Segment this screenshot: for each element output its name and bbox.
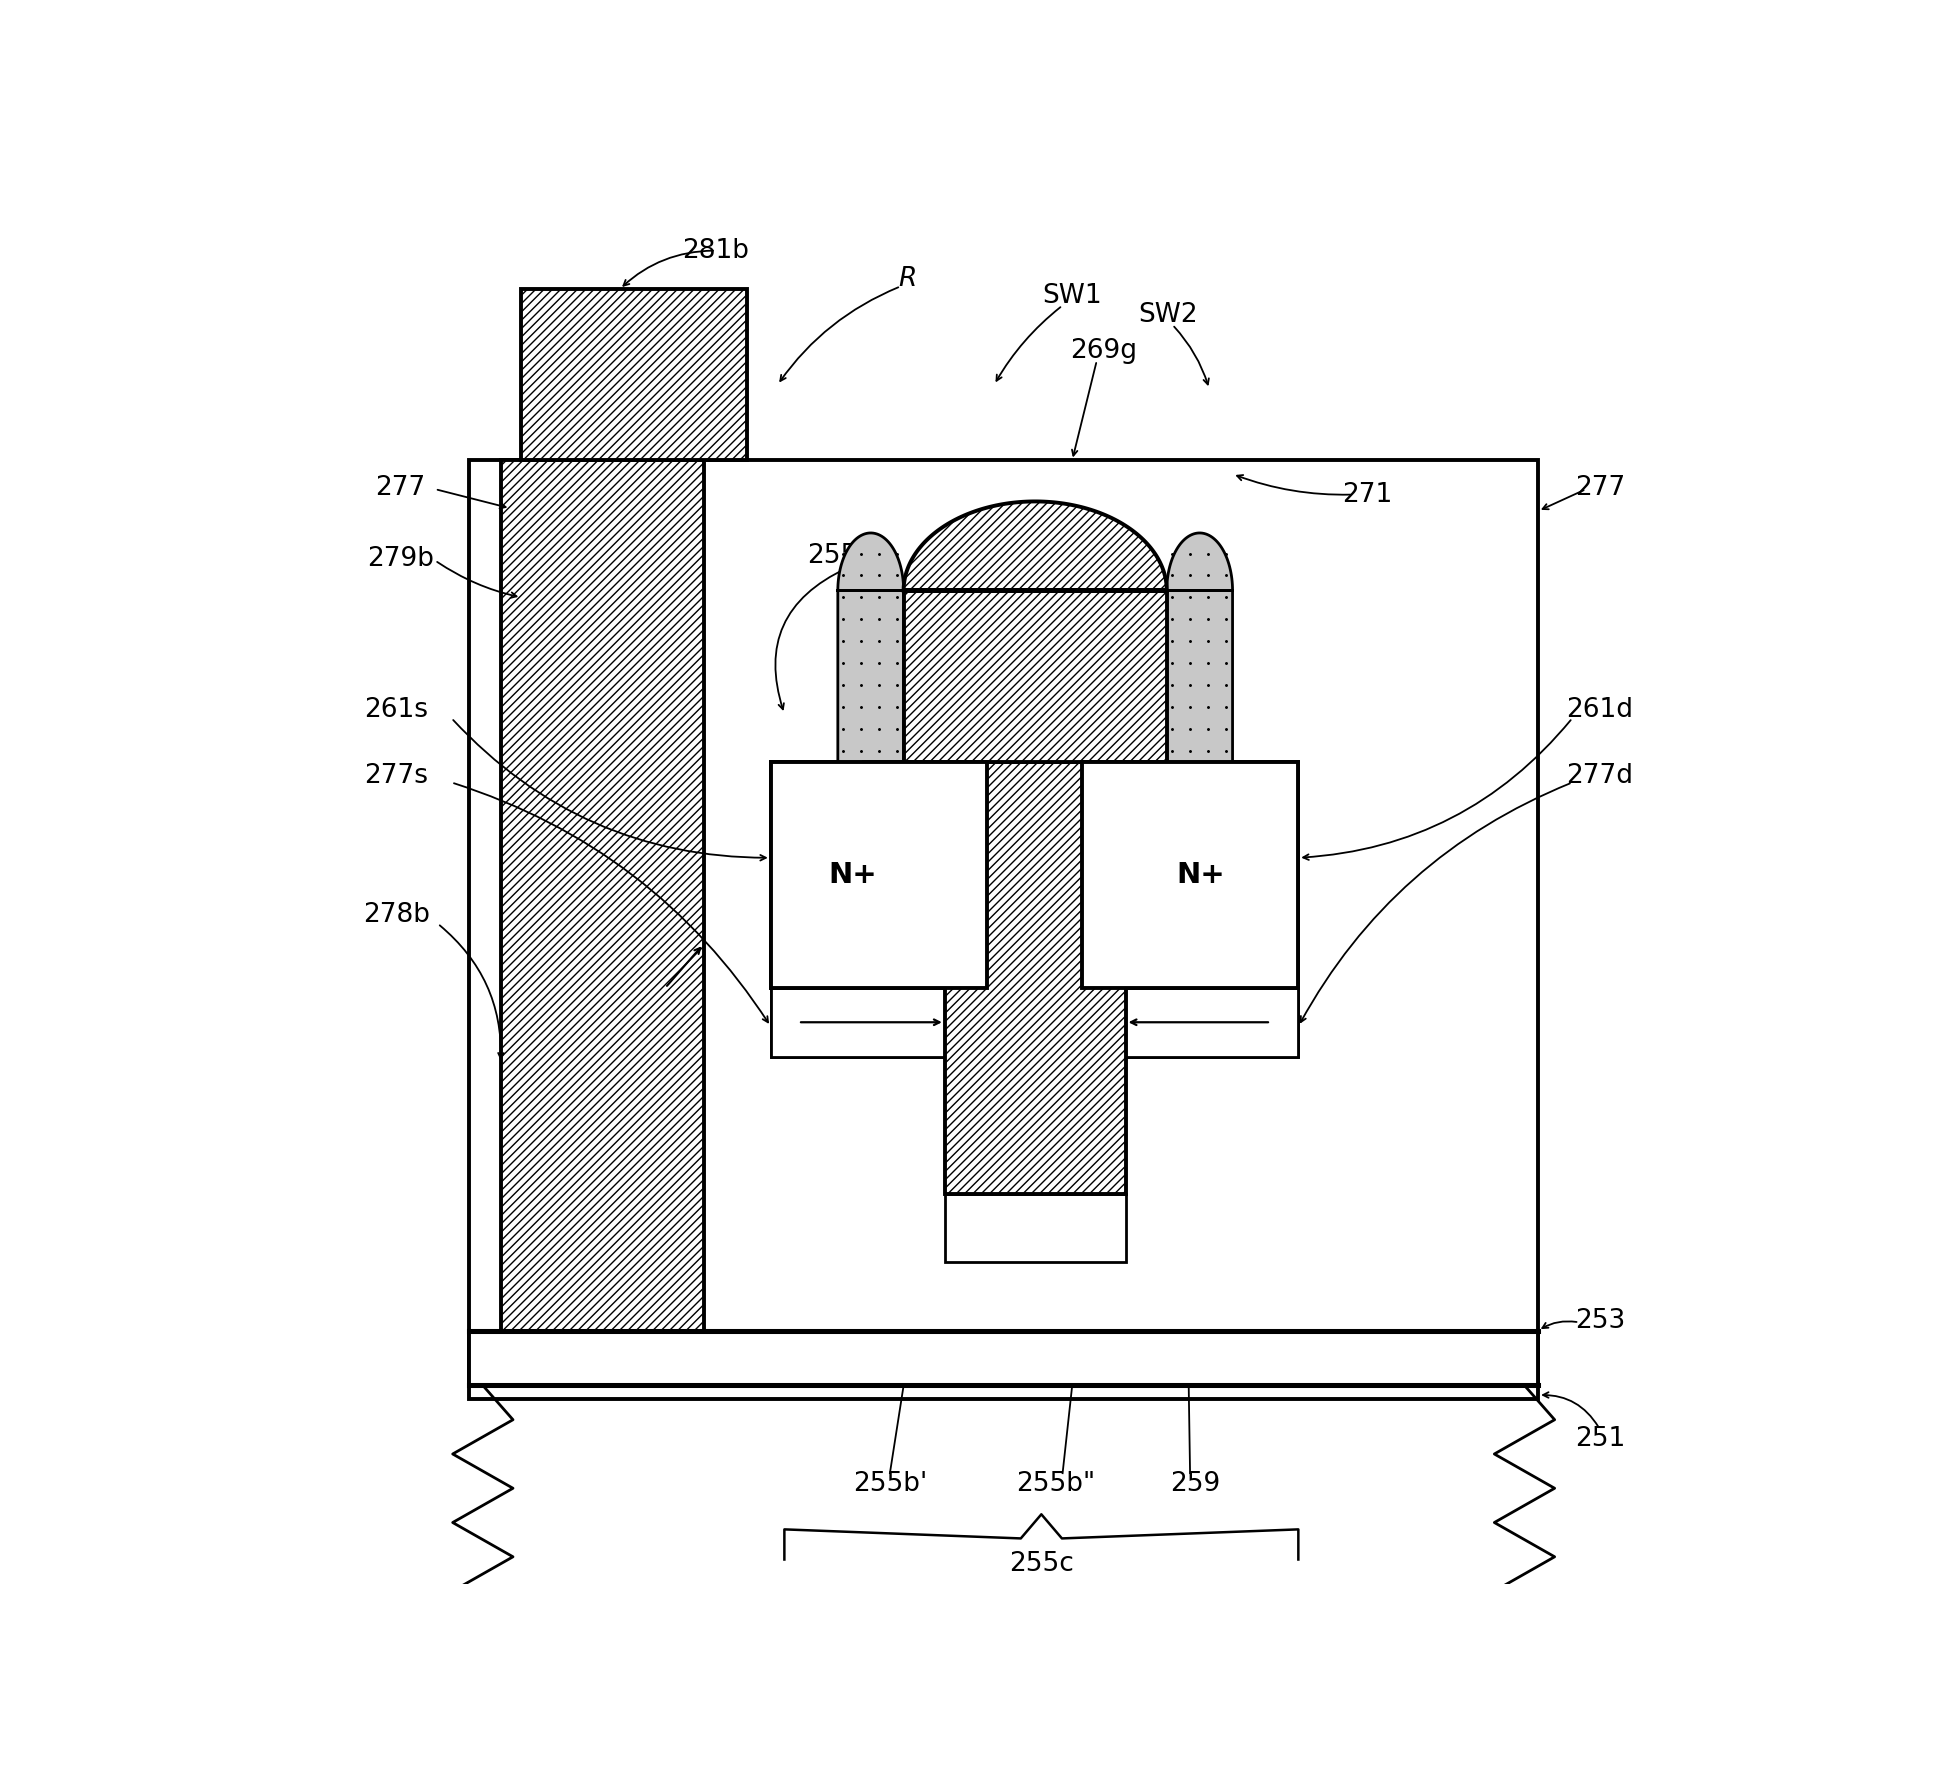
Bar [770,762,988,988]
Text: 277: 277 [375,475,426,500]
Bar [521,288,747,461]
Bar [770,762,988,988]
Bar [904,591,1167,762]
Text: 251: 251 [1575,1426,1624,1452]
Text: 261s: 261s [364,696,428,723]
Text: SW2: SW2 [1138,303,1198,328]
Bar [770,988,988,1057]
Text: SW1: SW1 [1043,283,1103,310]
Text: 267: 267 [1009,1346,1058,1371]
Bar [1081,762,1299,988]
Text: BOX: BOX [1360,1346,1410,1371]
Text: 281b: 281b [683,237,749,263]
Text: 269g: 269g [1070,338,1138,363]
Polygon shape [838,532,904,762]
Bar [945,762,1126,1194]
Text: N+: N+ [829,862,877,888]
Bar [469,461,1538,1399]
Text: 255b': 255b' [852,1470,928,1497]
Bar [1081,988,1299,1057]
Text: D: D [1227,1346,1247,1371]
Text: R: R [899,267,916,292]
Bar [500,461,704,1331]
Bar [469,1331,1538,1385]
Text: 255a: 255a [807,543,873,570]
Text: 255c: 255c [1009,1550,1074,1577]
Text: D: D [815,1346,836,1371]
Text: 277d: 277d [1566,762,1634,789]
Polygon shape [904,502,1167,591]
Polygon shape [1167,532,1233,762]
Text: 277s: 277s [364,762,428,789]
Text: 278b: 278b [364,902,430,929]
Text: 279b: 279b [368,546,434,571]
Text: 277: 277 [1575,475,1624,500]
Bar [770,988,1299,1057]
Text: 259: 259 [1171,1470,1221,1497]
Text: 255b": 255b" [1015,1470,1095,1497]
Text: 271: 271 [1342,482,1393,507]
Text: 253: 253 [1575,1308,1624,1333]
Text: N+: N+ [1177,862,1225,888]
Text: 261d: 261d [1566,696,1634,723]
Bar [1081,762,1299,988]
Bar [945,1194,1126,1262]
